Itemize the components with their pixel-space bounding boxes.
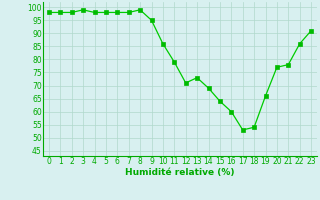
X-axis label: Humidité relative (%): Humidité relative (%) bbox=[125, 168, 235, 177]
